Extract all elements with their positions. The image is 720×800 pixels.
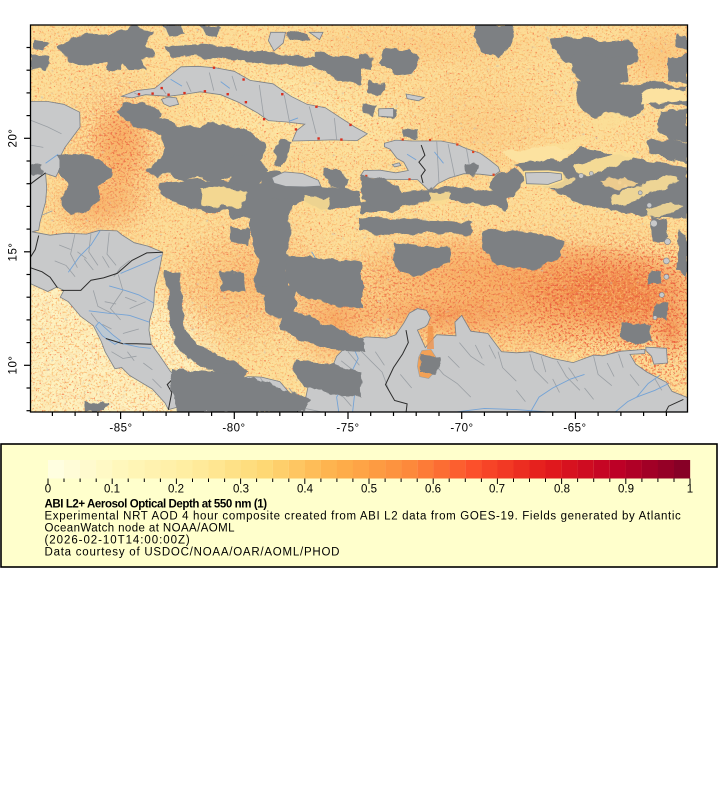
svg-text:0: 0: [45, 484, 51, 496]
svg-text:-65°: -65°: [563, 423, 586, 435]
svg-text:0.2: 0.2: [168, 484, 184, 496]
svg-text:-70°: -70°: [450, 423, 473, 435]
svg-text:-75°: -75°: [336, 423, 359, 435]
svg-text:0.7: 0.7: [489, 484, 505, 496]
svg-text:Data courtesy of USDOC/NOAA/OA: Data courtesy of USDOC/NOAA/OAR/AOML/PHO…: [45, 547, 341, 559]
svg-text:0.8: 0.8: [554, 484, 570, 496]
svg-text:20°: 20°: [8, 129, 20, 148]
svg-text:ABI L2+ Aerosol Optical Depth: ABI L2+ Aerosol Optical Depth at 550 nm …: [45, 499, 268, 511]
svg-text:0.3: 0.3: [233, 484, 249, 496]
svg-text:(2026-02-10T14:00:00Z): (2026-02-10T14:00:00Z): [45, 535, 191, 547]
svg-text:10°: 10°: [8, 356, 20, 375]
svg-text:0.1: 0.1: [104, 484, 120, 496]
svg-text:0.9: 0.9: [618, 484, 634, 496]
svg-text:15°: 15°: [8, 243, 20, 262]
svg-text:-85°: -85°: [109, 423, 132, 435]
svg-text:0.6: 0.6: [425, 484, 441, 496]
svg-text:Experimental NRT AOD 4 hour co: Experimental NRT AOD 4 hour composite cr…: [45, 511, 682, 523]
svg-text:0.4: 0.4: [297, 484, 314, 496]
svg-text:-80°: -80°: [222, 423, 245, 435]
svg-text:OceanWatch node at NOAA/AOML: OceanWatch node at NOAA/AOML: [45, 523, 236, 535]
svg-text:0.5: 0.5: [361, 484, 377, 496]
svg-text:1: 1: [687, 484, 693, 496]
